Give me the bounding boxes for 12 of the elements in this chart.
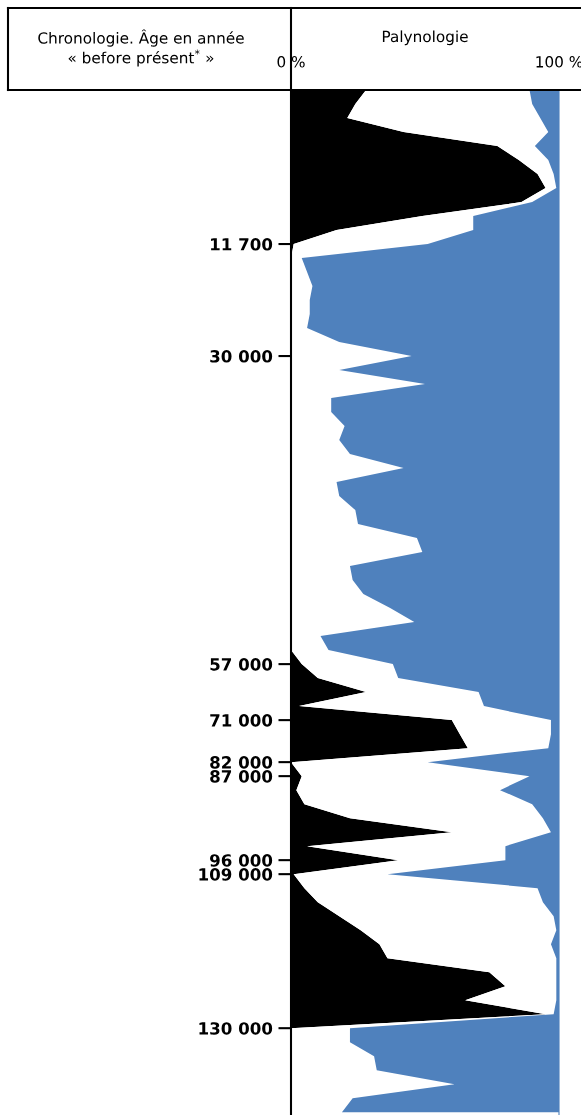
y-tick-label: 57 000 [210,658,273,671]
y-tick-label: 71 000 [210,714,273,727]
y-axis-title: Chronologie. Âge en année « before présent$^{*}$ » [38,29,244,67]
y-tick-label: 82 000 [210,756,273,769]
y-tick-label: 87 000 [210,770,273,783]
y-tick-label: 109 000 [199,868,273,881]
y-tick-label: 96 000 [210,854,273,867]
x-axis-title: Palynologie [382,30,468,46]
y-tick-label: 30 000 [210,350,273,363]
y-tick-label: 130 000 [199,1022,273,1035]
y-tick-label: 11 700 [211,237,273,251]
x-tick-label: 0 % [277,56,305,68]
